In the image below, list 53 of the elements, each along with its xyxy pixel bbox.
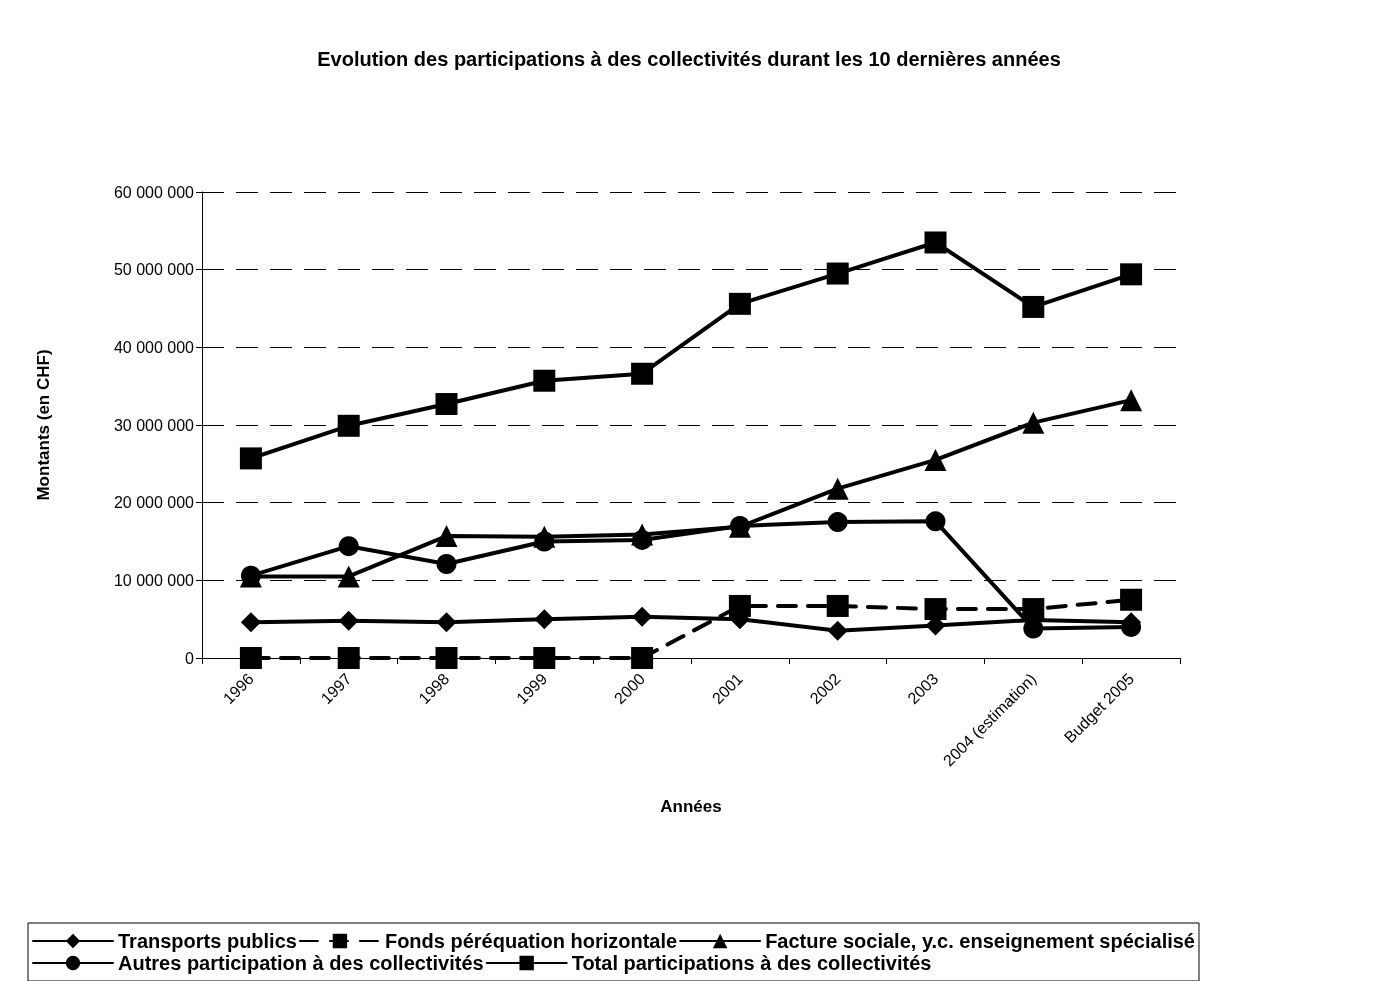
point: [925, 511, 946, 532]
point: [826, 594, 849, 617]
y-tick-label: 60 000 000: [113, 183, 195, 201]
point: [1120, 389, 1143, 412]
legend-label: Fonds péréquation horizontale: [384, 930, 678, 952]
point: [338, 610, 359, 631]
point: [338, 536, 359, 557]
point: [240, 612, 261, 633]
point: [1022, 295, 1045, 318]
point: [728, 292, 751, 315]
x-axis-title: Années: [660, 797, 722, 816]
point: [534, 531, 555, 552]
y-tick-label: 20 000 000: [113, 494, 195, 512]
point: [435, 393, 458, 416]
point: [728, 594, 751, 617]
legend-label: Total participations à des collectivités: [571, 952, 932, 974]
point: [337, 414, 360, 437]
point: [924, 231, 947, 254]
point: [435, 525, 458, 548]
point: [827, 512, 848, 533]
point: [435, 647, 458, 669]
y-tick-label: 40 000 000: [113, 338, 195, 356]
y-tick-label: 50 000 000: [113, 261, 195, 279]
point: [924, 598, 947, 621]
y-tick-label: 30 000 000: [113, 416, 195, 434]
point: [436, 554, 457, 575]
point: [239, 647, 262, 669]
legend-label: Facture sociale, y.c. enseignement spécialisé: [765, 930, 1195, 952]
chart-title: Evolution des participations à des collectivités durant les 10 dernières années: [317, 48, 1061, 70]
y-tick-label: 10 000 000: [113, 571, 195, 589]
point: [826, 262, 849, 285]
legend-label: Autres participation à des collectivités: [118, 952, 484, 974]
point: [631, 362, 654, 385]
legend-label: Transports publics: [118, 930, 297, 952]
point: [337, 565, 360, 588]
point: [239, 447, 262, 470]
y-axis-title: Montants (en CHF): [34, 349, 53, 501]
point: [631, 647, 654, 669]
point: [1022, 411, 1045, 434]
point: [632, 606, 653, 627]
point: [1120, 588, 1143, 611]
point: [337, 647, 360, 669]
point: [924, 448, 947, 471]
point: [533, 647, 556, 669]
point: [827, 620, 848, 641]
point: [534, 609, 555, 630]
point: [533, 369, 556, 392]
point: [1022, 598, 1045, 621]
point: [1120, 263, 1143, 286]
point: [632, 529, 653, 550]
y-tick-label: 0: [185, 649, 195, 667]
point: [826, 477, 849, 500]
point: [436, 612, 457, 633]
